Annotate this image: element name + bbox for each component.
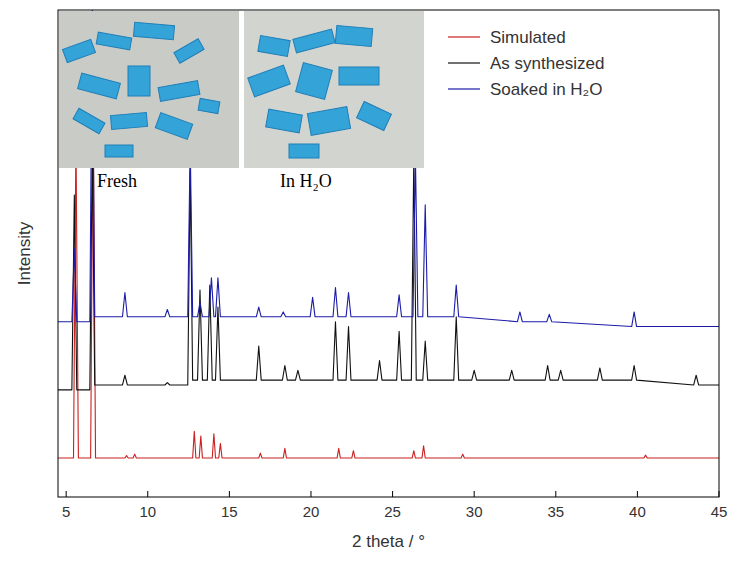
series-group <box>58 10 719 458</box>
crystal <box>105 145 133 157</box>
crystal <box>266 109 303 133</box>
annotation-bg <box>95 170 139 192</box>
x-tick <box>229 491 230 497</box>
x-tick <box>555 491 556 497</box>
crystal <box>78 73 121 99</box>
legend-label: As synthesized <box>490 54 604 73</box>
x-tick <box>310 491 311 497</box>
legend-swatch <box>448 88 480 89</box>
crystal <box>307 107 350 136</box>
photo-background <box>59 11 239 168</box>
crystal <box>296 63 333 100</box>
crystal <box>339 67 379 85</box>
x-tick-label: 20 <box>303 503 320 520</box>
photo-inset <box>244 11 424 168</box>
crystal <box>198 98 220 113</box>
crystal <box>96 32 132 50</box>
x-tick-label: 35 <box>547 503 564 520</box>
pattern-line <box>58 146 719 389</box>
legend-swatch <box>448 36 480 37</box>
annotation: Fresh <box>97 171 137 191</box>
crystal <box>258 36 290 57</box>
crystal <box>293 29 335 53</box>
x-tick-label: 45 <box>711 503 728 520</box>
x-tick-label: 40 <box>629 503 646 520</box>
x-tick <box>474 491 475 497</box>
chart: 5 10 15 20 25 30 35 40 45 2 theta / ° Intensity Fre… <box>0 0 729 563</box>
legend-label: Soaked in H₂O <box>490 80 602 99</box>
annotation: In H₂O <box>280 171 332 191</box>
crystal <box>155 113 192 140</box>
photo-inset <box>59 11 239 168</box>
photo-background <box>244 11 424 168</box>
crystal <box>128 66 150 96</box>
annotation-bg <box>278 170 334 192</box>
x-tick <box>719 491 720 497</box>
x-tick <box>637 491 638 497</box>
x-tick-label: 5 <box>62 503 70 520</box>
x-tick-label: 15 <box>221 503 238 520</box>
x-tick <box>147 491 148 497</box>
crystal <box>174 39 204 63</box>
crystal <box>248 65 291 97</box>
crystal <box>73 108 105 133</box>
x-tick-label: 25 <box>384 503 401 520</box>
legend-swatch <box>448 62 480 63</box>
pattern-line <box>58 10 719 327</box>
x-tick <box>392 491 393 497</box>
x-tick-label: 30 <box>466 503 483 520</box>
y-axis-title: Intensity <box>15 221 34 285</box>
crystal <box>335 25 372 46</box>
plot-frame <box>58 10 719 497</box>
x-tick-label: 10 <box>139 503 156 520</box>
legend-label: Simulated <box>490 28 566 47</box>
x-tick <box>66 491 67 497</box>
crystal <box>110 112 147 129</box>
crystal <box>158 81 200 102</box>
crystal <box>289 144 319 158</box>
crystal <box>133 22 174 39</box>
crystal <box>357 102 392 131</box>
crystal <box>63 39 96 62</box>
x-axis-title: 2 theta / ° <box>352 532 425 551</box>
